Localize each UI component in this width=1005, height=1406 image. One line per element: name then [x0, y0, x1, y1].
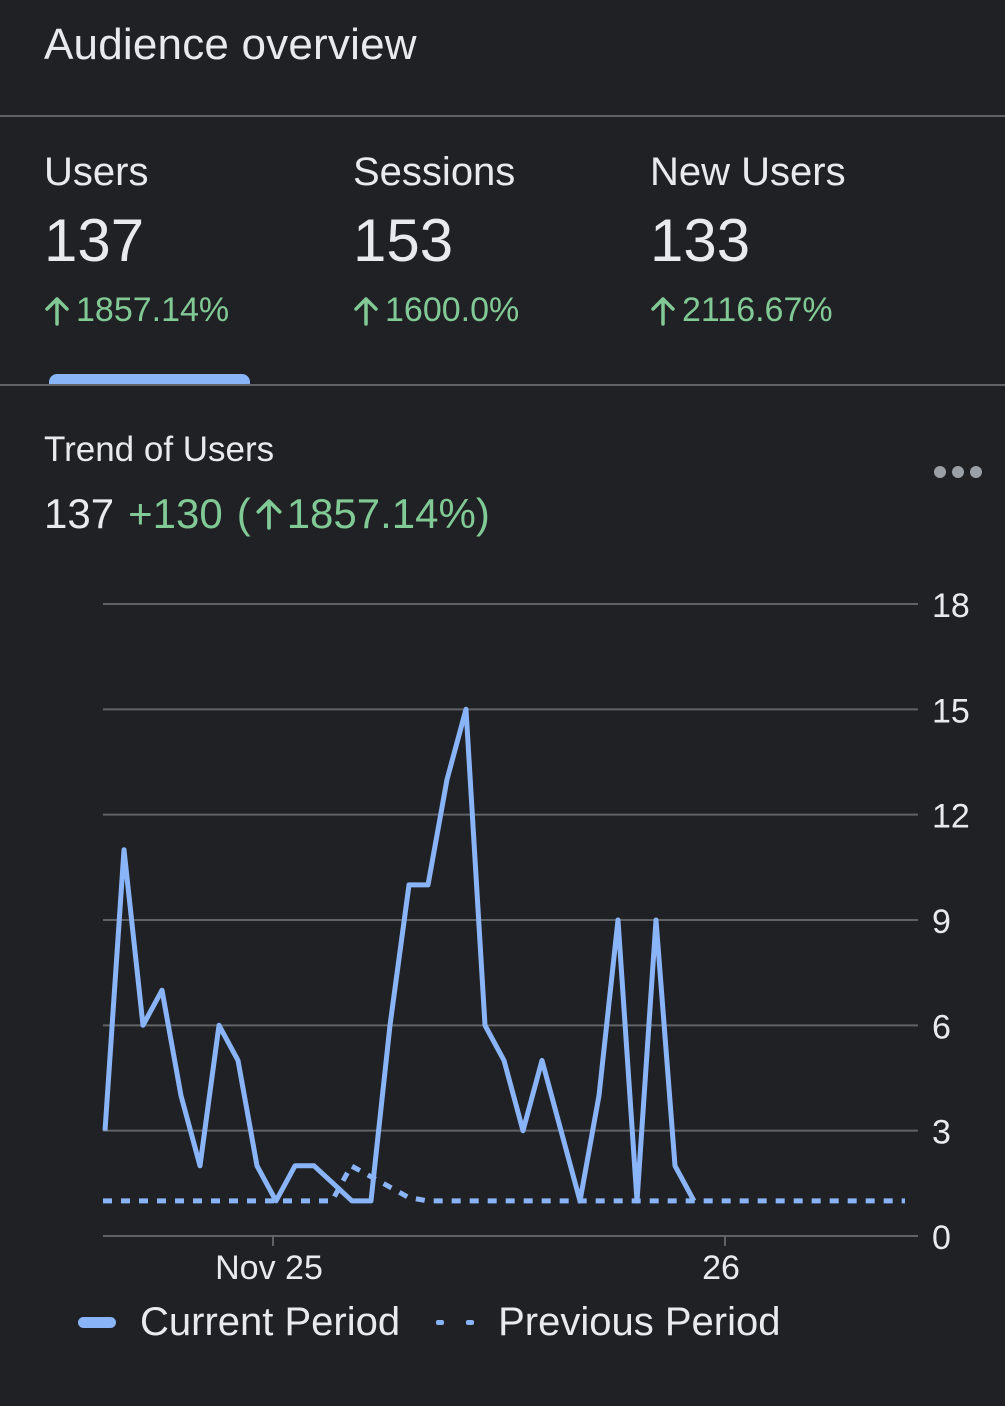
legend-previous-swatch — [436, 1319, 475, 1326]
arrow-up-icon — [651, 296, 675, 326]
metric-change: 2116.67% — [650, 291, 846, 330]
x-tick-label: Nov 25 — [215, 1249, 323, 1287]
metric-label: Users — [44, 150, 149, 194]
metric-change: 1857.14% — [44, 291, 229, 330]
metric-value: 133 — [650, 207, 751, 274]
arrow-up-icon — [354, 296, 378, 326]
legend-current-label[interactable]: Current Period — [140, 1300, 401, 1344]
legend-current-swatch — [78, 1317, 116, 1328]
metric-tab-new-users[interactable]: New Users 133 2116.67% — [650, 150, 846, 330]
metric-change-value: 2116.67% — [682, 291, 833, 329]
metric-tab-users[interactable]: Users 137 1857.14% — [44, 150, 229, 330]
header-divider — [0, 115, 1005, 117]
trend-percent: ( 1857.14%) — [237, 490, 490, 538]
legend-previous-label[interactable]: Previous Period — [498, 1300, 781, 1344]
trend-summary: 137 +130 ( 1857.14%) — [44, 490, 490, 538]
y-tick-label: 9 — [932, 903, 951, 941]
y-tick-label: 18 — [932, 587, 970, 625]
y-tick-label: 6 — [932, 1008, 951, 1046]
trend-title: Trend of Users — [44, 430, 275, 469]
metric-label: Sessions — [353, 150, 516, 194]
y-tick-label: 15 — [932, 692, 970, 730]
selected-tab-indicator — [49, 374, 250, 386]
trend-percent-value: 1857.14%) — [286, 490, 490, 537]
trend-value: 137 — [44, 490, 115, 537]
metric-change-value: 1600.0% — [385, 291, 520, 329]
trend-delta: +130 — [128, 490, 223, 537]
page-title: Audience overview — [44, 20, 417, 69]
chart-legend: Current Period Previous Period — [78, 1300, 781, 1345]
y-tick-label: 3 — [932, 1114, 951, 1152]
metric-value: 137 — [44, 207, 145, 274]
metric-change: 1600.0% — [353, 291, 519, 330]
metric-tab-sessions[interactable]: Sessions 153 1600.0% — [353, 150, 519, 330]
y-tick-label: 12 — [932, 798, 970, 836]
arrow-up-icon — [45, 296, 69, 326]
y-tick-label: 0 — [932, 1219, 951, 1257]
metric-value: 153 — [353, 207, 454, 274]
series-previous-period-line — [103, 1162, 905, 1204]
series-current-period-line — [102, 706, 697, 1204]
tabs-divider — [0, 384, 1005, 386]
x-tick-label: 26 — [702, 1249, 740, 1287]
metric-change-value: 1857.14% — [76, 291, 230, 329]
metric-label: New Users — [650, 150, 846, 194]
more-horizontal-icon[interactable] — [932, 462, 984, 482]
arrow-up-icon — [256, 499, 282, 530]
trend-percent-open: ( — [236, 490, 251, 537]
